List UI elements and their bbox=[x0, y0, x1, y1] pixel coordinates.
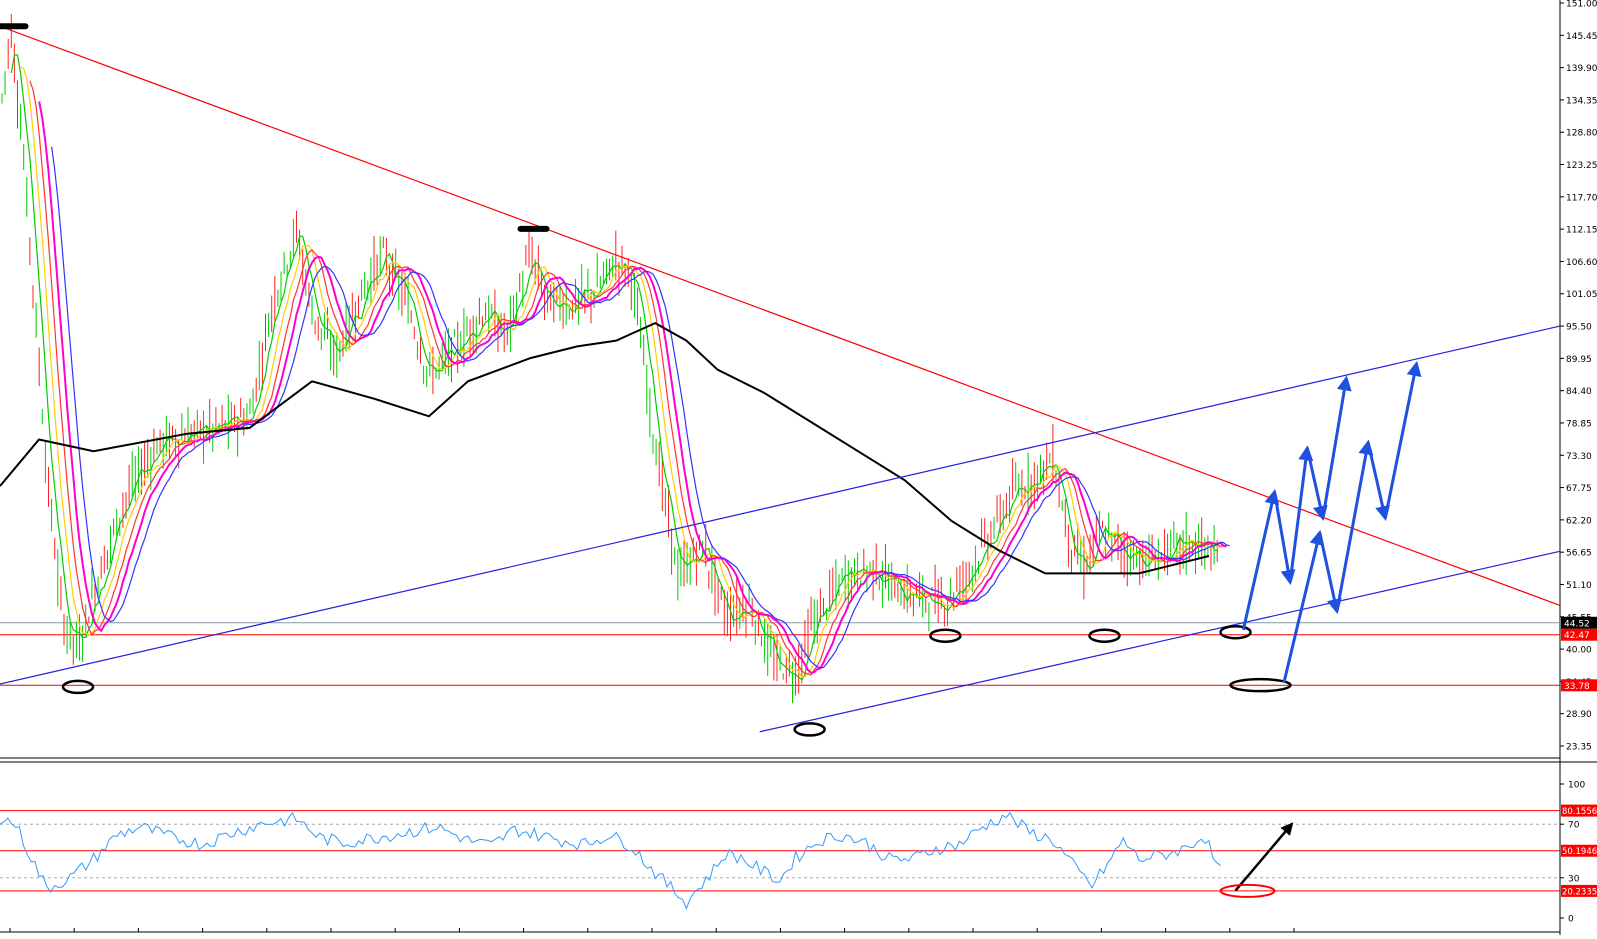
price-tick-label: 51.10 bbox=[1566, 581, 1592, 591]
price-tick-label: 73.30 bbox=[1566, 452, 1592, 462]
price-tick-label: 139.90 bbox=[1566, 64, 1597, 74]
projection-arrow-segment bbox=[1383, 360, 1422, 519]
moving-average-line bbox=[20, 66, 1221, 679]
price-tag-box bbox=[1561, 679, 1597, 692]
moving-average-line bbox=[38, 101, 1227, 674]
price-tick-label: 67.75 bbox=[1566, 484, 1592, 494]
oscillator-projection-arrow bbox=[1234, 822, 1294, 892]
trendline bbox=[0, 325, 1561, 685]
candles bbox=[1, 13, 1218, 704]
swing-low-marker bbox=[61, 679, 95, 695]
projection-arrow-segment bbox=[1282, 529, 1325, 684]
oscillator-line bbox=[0, 811, 1221, 910]
trendline bbox=[759, 550, 1561, 733]
swing-high-marker bbox=[517, 225, 550, 232]
osc-tick-label: 30 bbox=[1568, 874, 1580, 884]
osc-level-tag-box bbox=[1561, 804, 1597, 817]
moving-average-line bbox=[10, 54, 1218, 681]
swing-low-marker bbox=[1219, 624, 1252, 640]
price-tick-label: 145.45 bbox=[1566, 32, 1597, 42]
price-tick-label: 134.35 bbox=[1566, 96, 1597, 106]
oscillator-ellipse-marker bbox=[1219, 883, 1276, 898]
osc-tick-label: 70 bbox=[1568, 821, 1580, 831]
price-tick-label: 62.20 bbox=[1566, 516, 1592, 526]
moving-average-line bbox=[29, 80, 1224, 676]
target-ellipse-marker bbox=[1229, 677, 1292, 693]
projection-arrow-segment bbox=[1318, 532, 1342, 615]
swing-low-marker bbox=[1088, 628, 1121, 643]
price-tag-box bbox=[1561, 628, 1597, 641]
price-tag-box bbox=[1561, 616, 1597, 629]
projection-arrow-segment bbox=[1366, 442, 1390, 522]
price-tick-label: 151.00 bbox=[1566, 0, 1597, 10]
swing-low-marker bbox=[929, 628, 962, 643]
osc-level-tag-label: 50.1946 bbox=[1562, 847, 1597, 857]
price-tick-label: 123.25 bbox=[1566, 161, 1597, 171]
moving-average-long-line bbox=[0, 321, 1210, 575]
price-tick-label: 78.85 bbox=[1566, 419, 1592, 429]
trendline bbox=[0, 25, 1561, 606]
swing-low-marker bbox=[793, 722, 826, 737]
price-tag-label: 42.47 bbox=[1564, 631, 1590, 641]
price-tag-label: 44.52 bbox=[1564, 619, 1590, 629]
projection-arrow-segment bbox=[1273, 491, 1296, 586]
price-tick-label: 106.60 bbox=[1566, 258, 1597, 268]
osc-level-tag-label: 20.2335 bbox=[1562, 887, 1597, 897]
price-tick-label: 101.05 bbox=[1566, 290, 1597, 300]
price-tick-label: 117.70 bbox=[1566, 193, 1597, 203]
price-tick-label: 89.95 bbox=[1566, 355, 1592, 365]
osc-tick-label: 0 bbox=[1568, 915, 1574, 925]
price-tick-label: 84.40 bbox=[1566, 387, 1592, 397]
moving-average-line bbox=[51, 146, 1230, 669]
projection-arrow-segment bbox=[1321, 375, 1352, 519]
price-tick-label: 40.00 bbox=[1566, 646, 1592, 656]
price-tick-label: 56.65 bbox=[1566, 549, 1592, 559]
osc-level-tag-label: 80.1556 bbox=[1562, 807, 1597, 817]
osc-level-tag-box bbox=[1561, 884, 1597, 897]
projection-arrow-segment bbox=[1241, 489, 1280, 631]
projection-arrow-segment bbox=[1288, 445, 1314, 583]
price-tick-label: 95.50 bbox=[1566, 323, 1592, 333]
osc-tick-label: 100 bbox=[1568, 781, 1585, 791]
price-tick-label: 28.90 bbox=[1566, 710, 1592, 720]
price-tick-label: 23.35 bbox=[1566, 743, 1592, 753]
price-tick-label: 128.80 bbox=[1566, 129, 1597, 139]
osc-level-tag-box bbox=[1561, 844, 1597, 857]
swing-high-marker bbox=[0, 23, 29, 30]
price-tick-label: 112.15 bbox=[1566, 226, 1597, 236]
price-tag-label: 33.78 bbox=[1564, 682, 1590, 692]
projection-arrow-segment bbox=[1335, 439, 1374, 612]
projection-arrow-segment bbox=[1305, 447, 1328, 522]
